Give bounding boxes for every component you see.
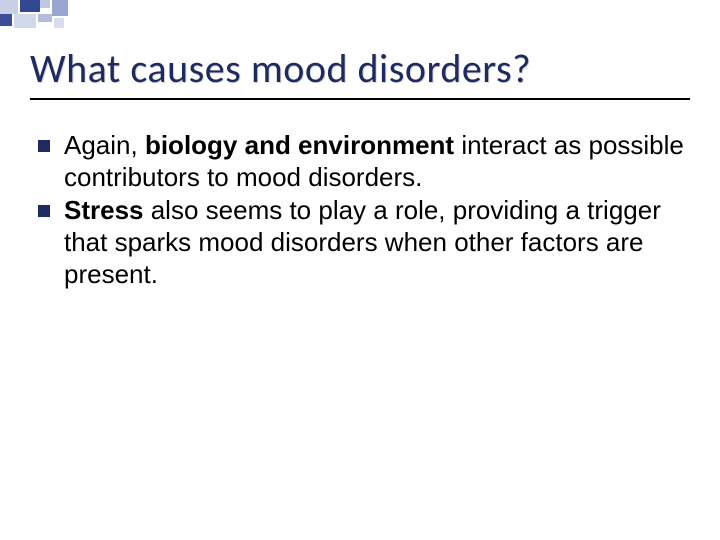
- decoration-square: [54, 18, 64, 28]
- decoration-square: [40, 0, 50, 8]
- list-item: Again, biology and environment interact …: [38, 130, 686, 193]
- slide-title: What causes mood disorders?: [30, 44, 690, 93]
- decoration-square: [0, 14, 12, 26]
- bullet-bold: Stress: [64, 195, 144, 225]
- decoration-square: [38, 14, 52, 22]
- slide-title-area: What causes mood disorders?: [30, 44, 690, 93]
- decoration-square: [52, 0, 68, 16]
- slide-body: Again, biology and environment interact …: [38, 130, 686, 293]
- bullet-square-icon: [38, 140, 50, 152]
- bullet-text: Again, biology and environment interact …: [64, 130, 686, 193]
- bullet-square-icon: [38, 205, 50, 217]
- decoration-square: [14, 14, 36, 28]
- bullet-bold: biology and environment: [145, 130, 454, 160]
- list-item: Stress also seems to play a role, provid…: [38, 195, 686, 290]
- bullet-prefix: Again,: [64, 130, 145, 160]
- decoration-square: [20, 0, 40, 12]
- bullet-text: Stress also seems to play a role, provid…: [64, 195, 686, 290]
- title-underline: [30, 98, 690, 100]
- decoration-square: [0, 0, 18, 14]
- header-decoration: [0, 0, 720, 28]
- bullet-suffix: also seems to play a role, providing a t…: [64, 195, 661, 288]
